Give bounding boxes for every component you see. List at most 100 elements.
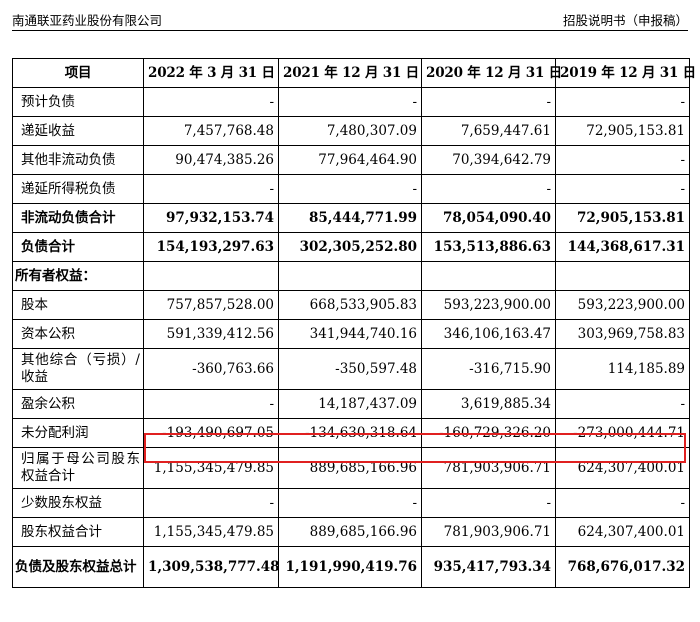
cell-value: 70,394,642.79 — [421, 145, 556, 175]
cell-value: - — [555, 389, 690, 419]
cell-value: - — [143, 174, 279, 204]
cell-value: 757,857,528.00 — [143, 290, 279, 320]
row-label: 非流动负债合计 — [12, 203, 144, 233]
table-row: 预计负债 - - - - — [12, 87, 690, 117]
document-title: 招股说明书（申报稿） — [562, 13, 688, 28]
table-header-row: 项目 2022 年 3 月 31 日 2021 年 12 月 31 日 2020… — [12, 58, 696, 88]
cell-value: 889,685,166.96 — [278, 517, 422, 547]
cell-value: - — [278, 488, 422, 518]
column-header-2019-12-31: 2019 年 12 月 31 日 — [555, 58, 696, 88]
table-row-grand-total: 负债及股东权益总计 1,309,538,777.48 1,191,990,419… — [12, 546, 690, 588]
cell-value — [421, 261, 556, 291]
column-header-2020-12-31: 2020 年 12 月 31 日 — [421, 58, 562, 88]
cell-value: 593,223,900.00 — [421, 290, 556, 320]
cell-value: 591,339,412.56 — [143, 319, 279, 349]
table-row: 其他综合（亏损）/收益 -360,763.66 -350,597.48 -316… — [12, 348, 690, 390]
cell-value: -193,490,697.05 — [143, 418, 279, 448]
row-label: 预计负债 — [12, 87, 144, 117]
table-row: 少数股东权益 - - - - — [12, 488, 690, 518]
cell-value: -134,630,318.64 — [278, 418, 422, 448]
row-label: 未分配利润 — [12, 418, 144, 448]
cell-value: 781,903,906.71 — [421, 447, 556, 489]
cell-value: 593,223,900.00 — [555, 290, 690, 320]
cell-value: - — [421, 87, 556, 117]
cell-value: 72,905,153.81 — [555, 116, 690, 146]
cell-value: - — [555, 488, 690, 518]
cell-value: - — [143, 87, 279, 117]
cell-value: 1,191,990,419.76 — [278, 546, 422, 588]
cell-value: 90,474,385.26 — [143, 145, 279, 175]
cell-value: 7,457,768.48 — [143, 116, 279, 146]
cell-value: 78,054,090.40 — [421, 203, 556, 233]
row-label: 其他综合（亏损）/收益 — [12, 348, 144, 390]
row-label: 负债及股东权益总计 — [12, 546, 144, 588]
page-header: 南通联亚药业股份有限公司 招股说明书（申报稿） — [12, 10, 688, 30]
cell-value: 154,193,297.63 — [143, 232, 279, 262]
table-row: 其他非流动负债 90,474,385.26 77,964,464.90 70,3… — [12, 145, 690, 175]
cell-value: 14,187,437.09 — [278, 389, 422, 419]
cell-value: -350,597.48 — [278, 348, 422, 390]
cell-value: 668,533,905.83 — [278, 290, 422, 320]
balance-sheet-table: 项目 2022 年 3 月 31 日 2021 年 12 月 31 日 2020… — [12, 58, 696, 588]
cell-value: - — [278, 174, 422, 204]
header-divider — [12, 30, 688, 31]
table-row: 资本公积 591,339,412.56 341,944,740.16 346,1… — [12, 319, 690, 349]
cell-value: 302,305,252.80 — [278, 232, 422, 262]
row-label: 归属于母公司股东权益合计 — [12, 447, 144, 489]
cell-value: 153,513,886.63 — [421, 232, 556, 262]
table-row: 股东权益合计 1,155,345,479.85 889,685,166.96 7… — [12, 517, 690, 547]
cell-value: - — [555, 145, 690, 175]
table-row: 股本 757,857,528.00 668,533,905.83 593,223… — [12, 290, 690, 320]
row-label: 递延收益 — [12, 116, 144, 146]
row-label: 盈余公积 — [12, 389, 144, 419]
cell-value: 303,969,758.83 — [555, 319, 690, 349]
row-label: 负债合计 — [12, 232, 144, 262]
cell-value — [555, 261, 690, 291]
cell-value — [278, 261, 422, 291]
table-row-highlighted: 未分配利润 -193,490,697.05 -134,630,318.64 -1… — [12, 418, 690, 448]
cell-value: 346,106,163.47 — [421, 319, 556, 349]
row-label: 股本 — [12, 290, 144, 320]
table-row-subtotal: 非流动负债合计 97,932,153.74 85,444,771.99 78,0… — [12, 203, 690, 233]
cell-value: -316,715.90 — [421, 348, 556, 390]
cell-value: 85,444,771.99 — [278, 203, 422, 233]
row-label: 递延所得税负债 — [12, 174, 144, 204]
table-row: 递延所得税负债 - - - - — [12, 174, 690, 204]
cell-value: 72,905,153.81 — [555, 203, 690, 233]
cell-value: 781,903,906.71 — [421, 517, 556, 547]
column-header-item: 项目 — [12, 58, 144, 88]
cell-value: 889,685,166.96 — [278, 447, 422, 489]
cell-value: - — [143, 488, 279, 518]
cell-value: 144,368,617.31 — [555, 232, 690, 262]
cell-value: - — [555, 174, 690, 204]
row-label: 其他非流动负债 — [12, 145, 144, 175]
cell-value: 114,185.89 — [555, 348, 690, 390]
table-row-total: 负债合计 154,193,297.63 302,305,252.80 153,5… — [12, 232, 690, 262]
cell-value: - — [421, 174, 556, 204]
row-label: 少数股东权益 — [12, 488, 144, 518]
row-label: 资本公积 — [12, 319, 144, 349]
cell-value: - — [421, 488, 556, 518]
cell-value: 7,480,307.09 — [278, 116, 422, 146]
company-name: 南通联亚药业股份有限公司 — [12, 13, 163, 28]
cell-value: - — [143, 389, 279, 419]
cell-value: 768,676,017.32 — [555, 546, 690, 588]
cell-value: 624,307,400.01 — [555, 517, 690, 547]
table-row: 递延收益 7,457,768.48 7,480,307.09 7,659,447… — [12, 116, 690, 146]
cell-value — [143, 261, 279, 291]
cell-value: 1,155,345,479.85 — [143, 447, 279, 489]
cell-value: 7,659,447.61 — [421, 116, 556, 146]
table-row: 归属于母公司股东权益合计 1,155,345,479.85 889,685,16… — [12, 447, 690, 489]
row-label: 股东权益合计 — [12, 517, 144, 547]
cell-value: - — [555, 87, 690, 117]
cell-value: 77,964,464.90 — [278, 145, 422, 175]
cell-value: 341,944,740.16 — [278, 319, 422, 349]
cell-value: 1,155,345,479.85 — [143, 517, 279, 547]
cell-value: -160,729,326.20 — [421, 418, 556, 448]
cell-value: 3,619,885.34 — [421, 389, 556, 419]
cell-value: 1,309,538,777.48 — [143, 546, 280, 588]
section-label: 所有者权益： — [12, 261, 144, 291]
table-row: 盈余公积 - 14,187,437.09 3,619,885.34 - — [12, 389, 690, 419]
cell-value: 935,417,793.34 — [421, 546, 556, 588]
column-header-2021-12-31: 2021 年 12 月 31 日 — [278, 58, 422, 88]
